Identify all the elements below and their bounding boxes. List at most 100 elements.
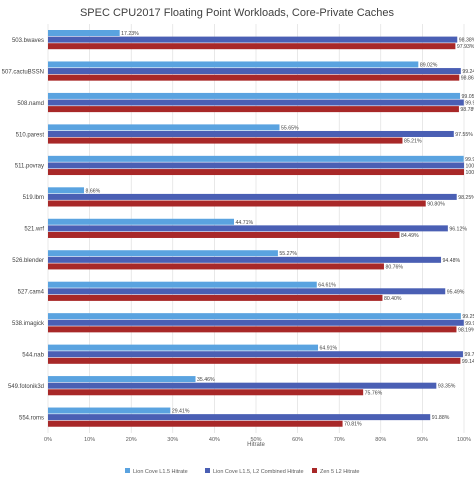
data-label: 99.75% xyxy=(464,352,474,358)
bar-lion-cove-l1-5-hitrate xyxy=(48,313,461,320)
x-axis-label: Hitrate xyxy=(247,442,265,448)
legend-label: Lion Cove L1.5 Hitrate xyxy=(133,469,188,475)
data-label: 80.76% xyxy=(385,264,403,270)
bar-group-519-lbm: 8.66% 98.25% 90.80% xyxy=(48,187,474,208)
bar-lion-cove-l1-5-hitrate xyxy=(48,155,464,162)
bar-lion-cove-l1-5-l2-combined-hitrate xyxy=(48,414,431,421)
x-tick-label: 50% xyxy=(250,437,261,443)
data-label: 97.93% xyxy=(457,44,474,50)
data-label: 90.80% xyxy=(427,202,445,208)
data-label: 100.00% xyxy=(466,170,474,176)
data-label: 75.76% xyxy=(365,390,383,396)
bar-lion-cove-l1-5-l2-combined-hitrate xyxy=(48,351,463,358)
data-label: 80.40% xyxy=(384,296,402,302)
x-tick-label: 70% xyxy=(334,437,345,443)
legend-item: Zen 5 L2 Hitrate xyxy=(312,468,359,475)
chart-title: SPEC CPU2017 Floating Point Workloads, C… xyxy=(80,7,395,19)
bar-lion-cove-l1-5-hitrate xyxy=(48,376,196,383)
bar-group-507-cactubssn: 89.02% 99.24%98.86% xyxy=(48,61,474,82)
bar-zen-5-l2-hitrate xyxy=(48,43,456,50)
bar-lion-cove-l1-5-l2-combined-hitrate xyxy=(48,130,454,137)
data-label: 98.78% xyxy=(460,107,474,113)
bar-lion-cove-l1-5-hitrate xyxy=(48,218,234,225)
data-label: 96.12% xyxy=(449,226,467,232)
bar-lion-cove-l1-5-hitrate xyxy=(48,187,85,194)
bar-zen-5-l2-hitrate xyxy=(48,106,459,113)
x-tick-labels: 0% 10% 20% 30% 40% 50% 60% 70% 80% 90% 100% xyxy=(44,437,471,443)
bar-lion-cove-l1-5-hitrate xyxy=(48,61,419,68)
category-label: 544.nab xyxy=(22,353,44,359)
data-label: 95.49% xyxy=(447,289,465,295)
data-label: 89.02% xyxy=(420,62,438,68)
bar-group-508-namd: 99.05%99.95%98.78% xyxy=(48,92,474,113)
data-label: 55.27% xyxy=(279,251,297,257)
x-tick-label: 0% xyxy=(44,437,52,443)
data-label: 85.21% xyxy=(404,139,422,145)
category-label: 527.cam4 xyxy=(18,290,45,296)
bar-groups: 17.23% 98.38%97.93% 89.02% 99.24%98.86% 99.0… xyxy=(48,30,474,428)
bar-zen-5-l2-hitrate xyxy=(48,294,383,301)
category-labels: 503.bwaves 507.cactuBSSN 508.namd 510.pares… xyxy=(2,38,45,422)
data-label: 98.38% xyxy=(459,38,474,44)
bar-group-549-fotonik3d: 35.46% 93.35% 75.76% xyxy=(48,376,456,396)
data-label: 99.05% xyxy=(462,94,474,100)
x-tick-label: 60% xyxy=(292,437,303,443)
bar-group-554-roms: 29.41% 91.88% 70.81% xyxy=(48,407,450,428)
bar-lion-cove-l1-5-l2-combined-hitrate xyxy=(48,319,464,326)
category-label: 510.parest xyxy=(16,132,45,138)
bar-zen-5-l2-hitrate xyxy=(48,420,343,427)
x-tick-label: 100% xyxy=(457,437,471,443)
data-label: 55.65% xyxy=(281,125,299,131)
x-tick-label: 90% xyxy=(417,437,428,443)
data-label: 70.81% xyxy=(344,422,362,428)
bar-zen-5-l2-hitrate xyxy=(48,389,364,396)
data-label: 35.46% xyxy=(197,377,215,383)
x-tick-label: 20% xyxy=(126,437,137,443)
category-label: 503.bwaves xyxy=(12,38,44,44)
data-label: 64.61% xyxy=(318,283,336,289)
data-label: 44.71% xyxy=(235,220,253,226)
x-tick-label: 40% xyxy=(209,437,220,443)
data-label: 98.86% xyxy=(461,76,474,82)
bar-lion-cove-l1-5-l2-combined-hitrate xyxy=(48,288,446,295)
bar-zen-5-l2-hitrate xyxy=(48,263,384,270)
bar-group-511-povray: 99.92%100.00%100.00% xyxy=(48,155,474,176)
data-label: 98.25% xyxy=(458,195,474,201)
data-label: 91.88% xyxy=(432,415,450,421)
data-label: 99.92% xyxy=(465,157,474,163)
x-tick-label: 10% xyxy=(84,437,95,443)
data-label: 99.95% xyxy=(465,101,474,107)
data-label: 29.41% xyxy=(172,409,190,415)
data-label: 98.19% xyxy=(458,327,474,333)
data-label: 8.66% xyxy=(86,188,101,194)
bar-lion-cove-l1-5-l2-combined-hitrate xyxy=(48,225,448,232)
data-label: 99.24% xyxy=(462,69,474,75)
data-label: 17.23% xyxy=(121,31,139,37)
bar-zen-5-l2-hitrate xyxy=(48,200,426,207)
category-label: 549.fotonik3d xyxy=(8,384,44,390)
bar-group-521-wrf: 44.71% 96.12% 84.49% xyxy=(48,218,467,239)
bar-lion-cove-l1-5-hitrate xyxy=(48,30,120,36)
category-label: 519.lbm xyxy=(23,195,44,201)
bar-zen-5-l2-hitrate xyxy=(48,74,460,81)
bar-group-510-parest: 55.65% 97.55% 85.21% xyxy=(48,124,473,145)
data-label: 84.49% xyxy=(401,233,419,239)
bar-group-526-blender: 55.27% 94.48% 80.76% xyxy=(48,250,461,270)
bar-lion-cove-l1-5-hitrate xyxy=(48,407,171,414)
category-label: 521.wrf xyxy=(24,227,44,233)
bar-group-538-imagick: 99.25%99.95%98.19% xyxy=(48,313,474,333)
x-tick-label: 30% xyxy=(167,437,178,443)
data-label: 99.25% xyxy=(462,314,474,320)
legend-swatch xyxy=(125,468,130,473)
bar-lion-cove-l1-5-l2-combined-hitrate xyxy=(48,162,464,169)
bar-lion-cove-l1-5-hitrate xyxy=(48,92,461,99)
bar-group-503-bwaves: 17.23% 98.38%97.93% xyxy=(48,30,474,50)
data-label: 97.55% xyxy=(455,132,473,138)
category-label: 507.cactuBSSN xyxy=(2,69,44,75)
bar-lion-cove-l1-5-l2-combined-hitrate xyxy=(48,68,461,75)
category-label: 511.povray xyxy=(15,164,44,170)
data-label: 64.91% xyxy=(320,346,338,352)
category-label: 526.blender xyxy=(12,258,44,264)
category-label: 554.roms xyxy=(19,415,44,421)
